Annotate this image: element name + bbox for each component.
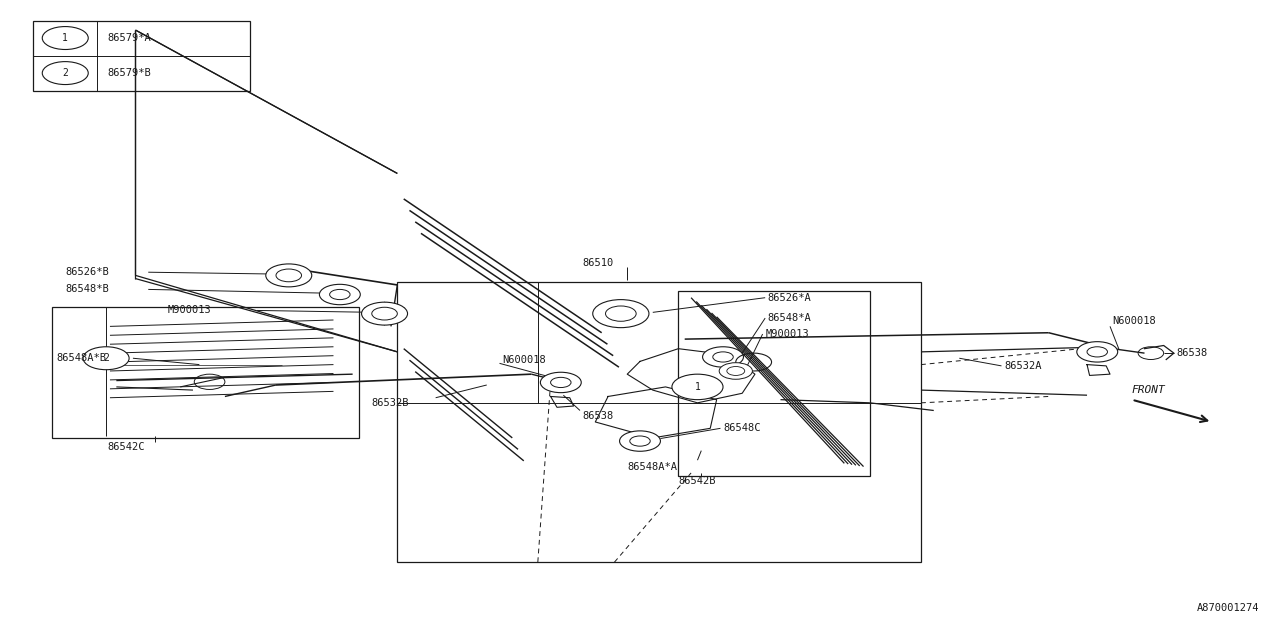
Bar xyxy=(33,20,251,91)
Text: 86548A*A: 86548A*A xyxy=(627,461,677,472)
Text: 86548C: 86548C xyxy=(723,423,760,433)
Circle shape xyxy=(1076,342,1117,362)
Circle shape xyxy=(703,347,744,367)
Circle shape xyxy=(620,431,660,451)
Text: 86538: 86538 xyxy=(1176,348,1208,358)
Text: 86542C: 86542C xyxy=(108,442,145,452)
Circle shape xyxy=(672,374,723,399)
Text: 2: 2 xyxy=(104,353,109,364)
Bar xyxy=(397,282,922,562)
Text: 86542B: 86542B xyxy=(678,476,716,486)
Circle shape xyxy=(83,347,129,370)
Text: 1: 1 xyxy=(695,382,700,392)
Text: M900013: M900013 xyxy=(168,305,211,316)
Text: M900013: M900013 xyxy=(765,329,809,339)
Text: 86548A*B: 86548A*B xyxy=(56,353,106,364)
Text: 86579*B: 86579*B xyxy=(108,68,151,78)
Circle shape xyxy=(719,363,753,380)
Text: 86538: 86538 xyxy=(582,411,614,420)
Text: 1: 1 xyxy=(63,33,68,43)
Text: 86532A: 86532A xyxy=(1004,361,1042,371)
Text: N600018: N600018 xyxy=(502,355,545,365)
Text: 86526*B: 86526*B xyxy=(65,268,109,277)
Text: 86526*A: 86526*A xyxy=(768,292,812,303)
Circle shape xyxy=(593,300,649,328)
Circle shape xyxy=(42,26,88,49)
Text: 86579*A: 86579*A xyxy=(108,33,151,43)
Text: A870001274: A870001274 xyxy=(1197,603,1260,613)
Circle shape xyxy=(361,302,407,325)
Text: 2: 2 xyxy=(63,68,68,78)
Circle shape xyxy=(266,264,312,287)
Circle shape xyxy=(42,61,88,84)
Text: 86532B: 86532B xyxy=(371,398,410,408)
Text: N600018: N600018 xyxy=(1112,316,1156,326)
Text: 86548*B: 86548*B xyxy=(65,284,109,294)
Text: 86510: 86510 xyxy=(582,258,614,268)
Text: 86548*A: 86548*A xyxy=(768,313,812,323)
Bar xyxy=(52,307,358,438)
Bar xyxy=(678,291,870,476)
Circle shape xyxy=(320,284,360,305)
Text: FRONT: FRONT xyxy=(1132,385,1166,395)
Circle shape xyxy=(540,372,581,393)
